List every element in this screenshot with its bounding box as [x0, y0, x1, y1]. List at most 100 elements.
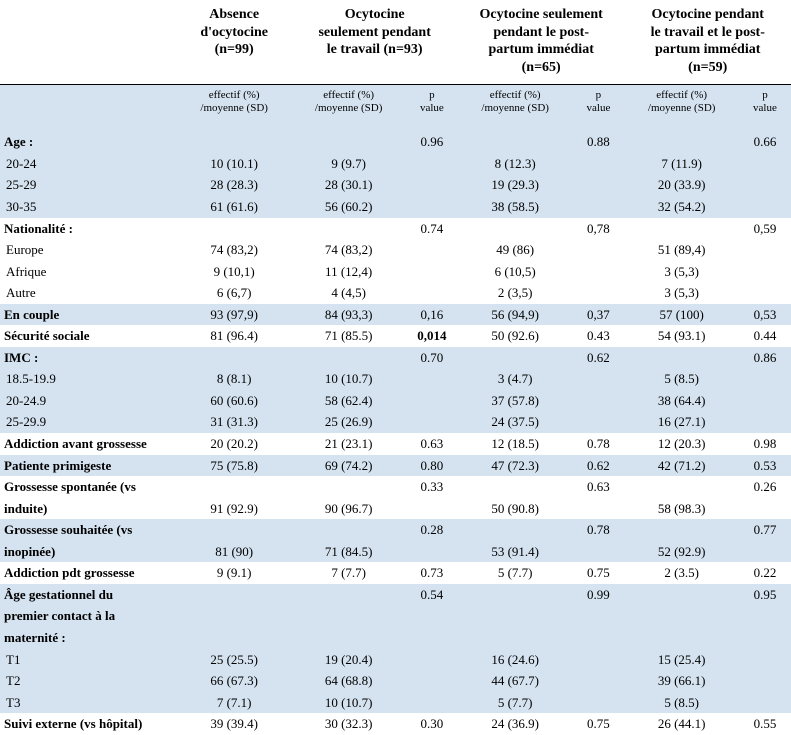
p-value-cell: 0.88: [572, 131, 624, 153]
p-value-cell: [406, 605, 458, 627]
p-value-cell: [572, 605, 624, 627]
value-cell: 47 (72.3): [458, 455, 572, 477]
p-value-cell: 0.75: [572, 562, 624, 584]
value-cell: 75 (75.8): [177, 455, 291, 477]
table-row: Grossesse spontanée (vs0.330.630.26: [0, 476, 791, 498]
p-value-cell: [406, 692, 458, 714]
p-value-cell: [572, 649, 624, 671]
header-groups-row: Absence d'ocytocine (n=99) Ocytocine seu…: [0, 0, 791, 85]
value-cell: [291, 519, 405, 541]
group-header-0: Absence d'ocytocine (n=99): [177, 0, 291, 85]
value-cell: [177, 218, 291, 240]
row-label: Grossesse souhaitée (vs: [0, 519, 177, 541]
group-title-line: Absence: [209, 7, 259, 22]
p-value-cell: [572, 196, 624, 218]
row-label: 30-35: [0, 196, 177, 218]
value-cell: 56 (94,9): [458, 304, 572, 326]
p-value-cell: 0.66: [739, 131, 791, 153]
sub-value-l1: effectif (%): [656, 89, 707, 101]
value-cell: 66 (67.3): [177, 670, 291, 692]
value-cell: 6 (6,7): [177, 282, 291, 304]
p-value-cell: 0.95: [739, 584, 791, 606]
value-cell: 5 (7.7): [458, 692, 572, 714]
row-label: Addiction pdt grossesse: [0, 562, 177, 584]
value-cell: 52 (92.9): [624, 541, 738, 563]
group-title-line: d'ocytocine: [200, 25, 268, 40]
group-title-line: pendant le post-: [493, 25, 589, 40]
group-title-line: (n=65): [522, 60, 561, 75]
value-cell: 5 (7.7): [458, 562, 572, 584]
sub-value-l1: effectif (%): [490, 89, 541, 101]
p-value-cell: [572, 541, 624, 563]
value-cell: 4 (4,5): [291, 282, 405, 304]
value-cell: 38 (58.5): [458, 196, 572, 218]
value-cell: 25 (26.9): [291, 411, 405, 433]
table-row: Age :0.960.880.66: [0, 131, 791, 153]
value-cell: 16 (24.6): [458, 649, 572, 671]
sub-value-header: effectif (%) /moyenne (SD): [624, 85, 738, 122]
value-cell: 25 (25.5): [177, 649, 291, 671]
value-cell: 31 (31.3): [177, 411, 291, 433]
table-row: T37 (7.1)10 (10.7)5 (7.7)5 (8.5): [0, 692, 791, 714]
value-cell: 64 (68.8): [291, 670, 405, 692]
row-label: Patiente primigeste: [0, 455, 177, 477]
value-cell: 50 (90.8): [458, 498, 572, 520]
p-value-cell: [406, 670, 458, 692]
row-label: Afrique: [0, 261, 177, 283]
value-cell: 3 (5,3): [624, 282, 738, 304]
value-cell: [291, 584, 405, 606]
value-cell: 28 (30.1): [291, 174, 405, 196]
p-value-cell: 0.63: [406, 433, 458, 455]
value-cell: 9 (9.7): [291, 153, 405, 175]
value-cell: [177, 131, 291, 153]
value-cell: 39 (39.4): [177, 713, 291, 735]
value-cell: 16 (27.1): [624, 411, 738, 433]
p-value-cell: [739, 196, 791, 218]
value-cell: [624, 347, 738, 369]
p-value-cell: [406, 498, 458, 520]
row-label: En couple: [0, 304, 177, 326]
sub-p-l1: p: [596, 89, 602, 101]
value-cell: 9 (10,1): [177, 261, 291, 283]
p-value-cell: [739, 670, 791, 692]
value-cell: 21 (23.1): [291, 433, 405, 455]
row-label: T2: [0, 670, 177, 692]
value-cell: 69 (74.2): [291, 455, 405, 477]
value-cell: 24 (36.9): [458, 713, 572, 735]
value-cell: 19 (29.3): [458, 174, 572, 196]
sub-p-l1: p: [429, 89, 435, 101]
p-value-cell: 0.70: [406, 347, 458, 369]
sub-value-header: effectif (%) /moyenne (SD): [291, 85, 405, 122]
p-value-cell: 0.44: [739, 325, 791, 347]
value-cell: 37 (57.8): [458, 390, 572, 412]
row-label: induite): [0, 498, 177, 520]
row-label: 20-24: [0, 153, 177, 175]
row-label: Addiction avant grossesse: [0, 433, 177, 455]
value-cell: 81 (90): [177, 541, 291, 563]
p-value-cell: [739, 153, 791, 175]
table-row: Autre6 (6,7)4 (4,5)2 (3,5)3 (5,3): [0, 282, 791, 304]
value-cell: 53 (91.4): [458, 541, 572, 563]
p-value-cell: [572, 627, 624, 649]
table-row: Addiction pdt grossesse9 (9.1)7 (7.7)0.7…: [0, 562, 791, 584]
value-cell: 54 (93.1): [624, 325, 738, 347]
header-sub-row: effectif (%) /moyenne (SD) effectif (%) …: [0, 85, 791, 122]
p-value-cell: 0.63: [572, 476, 624, 498]
value-cell: [458, 605, 572, 627]
p-value-cell: [406, 627, 458, 649]
p-value-cell: 0.62: [572, 347, 624, 369]
value-cell: 58 (62.4): [291, 390, 405, 412]
p-value-cell: [406, 649, 458, 671]
p-value-cell: [572, 261, 624, 283]
p-value-cell: 0.54: [406, 584, 458, 606]
p-value-cell: [739, 411, 791, 433]
group-title-line: le travail et le post-: [651, 25, 765, 40]
p-value-cell: 0.28: [406, 519, 458, 541]
value-cell: 58 (98.3): [624, 498, 738, 520]
value-cell: 12 (20.3): [624, 433, 738, 455]
row-label: Age :: [0, 131, 177, 153]
row-label: Âge gestationnel du: [0, 584, 177, 606]
table-row: Grossesse souhaitée (vs0.280.780.77: [0, 519, 791, 541]
value-cell: 38 (64.4): [624, 390, 738, 412]
row-label: Nationalité :: [0, 218, 177, 240]
